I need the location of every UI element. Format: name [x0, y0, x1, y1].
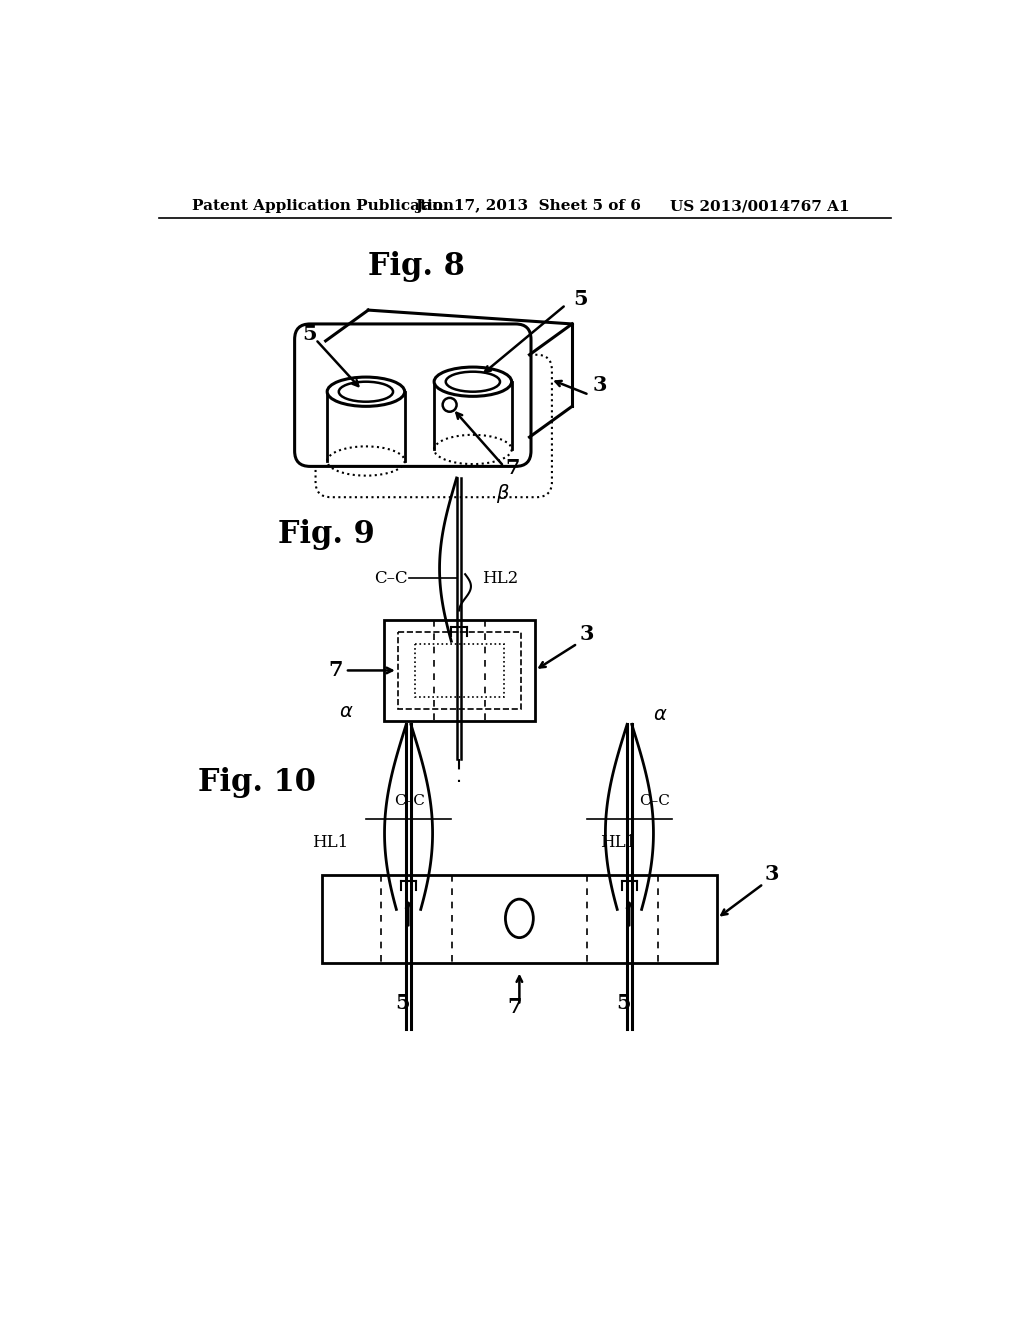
- Text: 7: 7: [508, 997, 522, 1018]
- Text: HL1: HL1: [311, 834, 348, 850]
- Text: 3: 3: [593, 375, 607, 395]
- Text: Fig. 10: Fig. 10: [198, 767, 315, 797]
- Text: Patent Application Publication: Patent Application Publication: [191, 199, 454, 213]
- Text: 5: 5: [302, 323, 317, 345]
- Bar: [397, 632, 521, 709]
- Text: Fig. 8: Fig. 8: [369, 251, 465, 281]
- Text: $\alpha$: $\alpha$: [652, 706, 668, 725]
- Circle shape: [442, 397, 457, 412]
- Text: C–C: C–C: [394, 795, 426, 808]
- Ellipse shape: [445, 372, 500, 392]
- Text: 5: 5: [395, 993, 410, 1014]
- Ellipse shape: [434, 367, 512, 396]
- Text: Fig. 9: Fig. 9: [278, 519, 375, 549]
- Text: 5: 5: [615, 993, 631, 1014]
- Bar: [415, 644, 504, 697]
- Text: US 2013/0014767 A1: US 2013/0014767 A1: [671, 199, 850, 213]
- Text: 5: 5: [573, 289, 588, 309]
- Text: C–C: C–C: [639, 795, 670, 808]
- Text: Jan. 17, 2013  Sheet 5 of 6: Jan. 17, 2013 Sheet 5 of 6: [415, 199, 641, 213]
- FancyBboxPatch shape: [295, 323, 531, 466]
- Text: 7: 7: [506, 458, 520, 478]
- Bar: [322, 874, 717, 964]
- Text: 3: 3: [580, 623, 594, 644]
- Ellipse shape: [339, 381, 393, 401]
- Text: $\beta$: $\beta$: [496, 482, 510, 504]
- Text: 7: 7: [328, 660, 342, 680]
- Ellipse shape: [506, 899, 534, 937]
- Text: C–C: C–C: [374, 569, 408, 586]
- Bar: [384, 620, 535, 721]
- Text: HL2: HL2: [482, 569, 518, 586]
- Ellipse shape: [328, 378, 404, 407]
- Text: $\alpha$: $\alpha$: [339, 702, 353, 721]
- Text: HL1: HL1: [600, 834, 636, 850]
- Text: 3: 3: [765, 863, 779, 884]
